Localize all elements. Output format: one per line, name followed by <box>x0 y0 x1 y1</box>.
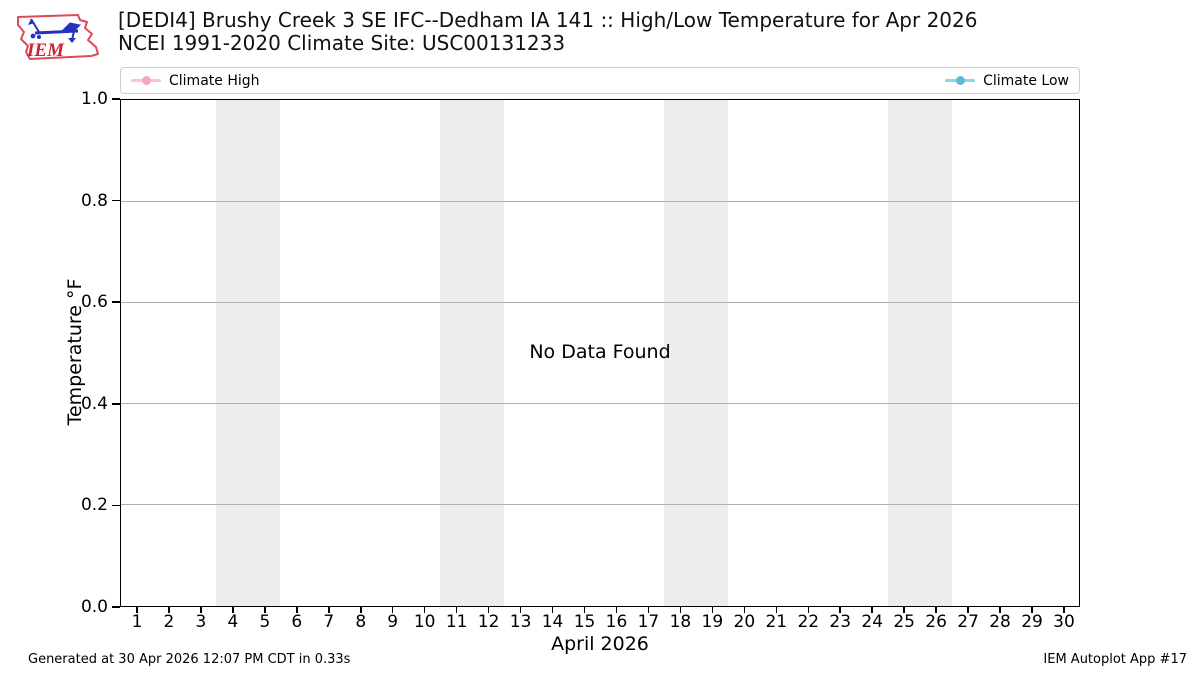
x-tick-label: 11 <box>445 612 468 632</box>
x-tick-mark <box>871 607 873 613</box>
x-tick-label: 20 <box>733 612 756 632</box>
x-tick-label: 3 <box>195 612 207 632</box>
x-tick-mark <box>328 607 330 613</box>
x-tick-mark <box>296 607 298 613</box>
weekend-band <box>887 100 952 606</box>
x-tick-label: 30 <box>1053 612 1075 632</box>
x-tick-mark <box>423 607 426 613</box>
x-tick-label: 19 <box>701 612 724 632</box>
x-tick-mark <box>551 607 554 613</box>
y-tick-label: 0.8 <box>80 190 108 211</box>
y-tick-mark <box>112 606 120 608</box>
legend-item-climate-high: Climate High <box>131 73 260 89</box>
x-tick-label: 7 <box>323 612 335 632</box>
x-tick-label: 5 <box>259 612 271 632</box>
x-tick-mark <box>999 607 1001 613</box>
climate-low-marker-icon <box>945 76 976 86</box>
x-tick-label: 29 <box>1021 612 1043 632</box>
x-tick-label: 22 <box>797 612 820 632</box>
y-tick-label: 0.0 <box>80 597 108 617</box>
y-tick-label: 0.2 <box>80 495 108 516</box>
x-tick-label: 21 <box>765 612 788 632</box>
x-tick-mark <box>1063 607 1065 613</box>
x-tick-label: 18 <box>669 612 692 632</box>
x-tick-mark <box>168 607 170 613</box>
x-tick-mark <box>487 607 490 613</box>
x-tick-label: 23 <box>829 612 852 632</box>
x-tick-label: 13 <box>509 612 532 632</box>
y-tick-mark <box>112 301 120 303</box>
legend-label-climate-low: Climate Low <box>983 72 1069 89</box>
x-tick-mark <box>264 607 266 613</box>
weekend-band <box>216 100 281 606</box>
x-tick-label: 15 <box>573 612 596 632</box>
x-tick-label: 27 <box>957 612 979 632</box>
y-tick-mark <box>112 504 120 507</box>
climate-high-marker-icon <box>131 76 161 86</box>
y-tick-label: 1.0 <box>80 89 108 109</box>
x-tick-label: 14 <box>541 612 564 632</box>
y-tick-mark <box>112 199 120 202</box>
x-tick-mark <box>935 607 937 613</box>
footer-app-text: IEM Autoplot App #17 <box>1043 652 1187 667</box>
x-tick-mark <box>519 607 522 613</box>
x-tick-label: 28 <box>989 612 1011 632</box>
chart-title-block: [DEDI4] Brushy Creek 3 SE IFC--Dedham IA… <box>118 9 1098 55</box>
x-tick-label: 1 <box>131 612 143 632</box>
x-tick-mark <box>903 607 905 613</box>
x-tick-mark <box>647 607 650 613</box>
weekend-band <box>663 100 728 606</box>
y-tick-mark <box>112 403 120 405</box>
weather-vane-icon <box>28 18 82 43</box>
iem-logo: IEM <box>17 14 99 61</box>
x-tick-mark <box>743 607 746 613</box>
legend-label-climate-high: Climate High <box>169 72 260 89</box>
x-tick-mark <box>679 607 682 613</box>
x-tick-mark <box>455 607 458 613</box>
x-tick-mark <box>232 607 234 613</box>
x-tick-label: 6 <box>291 612 303 632</box>
x-tick-label: 10 <box>413 612 436 632</box>
x-tick-mark <box>967 607 969 613</box>
x-tick-label: 4 <box>227 612 239 632</box>
x-tick-label: 12 <box>477 612 500 632</box>
weekend-band <box>440 100 505 606</box>
legend: Climate High Climate Low <box>120 67 1080 94</box>
x-tick-mark <box>839 607 841 613</box>
x-axis-label: April 2026 <box>551 633 649 655</box>
x-tick-mark <box>1031 607 1033 613</box>
x-tick-label: 8 <box>355 612 367 632</box>
plot-area: No Data Found <box>120 99 1080 607</box>
iem-logo-text: IEM <box>26 40 65 61</box>
gridline <box>121 201 1079 202</box>
x-tick-mark <box>583 607 586 613</box>
x-tick-mark <box>391 607 394 613</box>
gridline <box>121 302 1079 303</box>
y-tick-label: 0.6 <box>80 292 108 313</box>
chart-subtitle: NCEI 1991-2020 Climate Site: USC00131233 <box>118 31 566 55</box>
x-tick-mark <box>360 607 362 613</box>
x-tick-label: 26 <box>925 612 947 632</box>
x-tick-label: 17 <box>637 612 660 632</box>
x-tick-label: 24 <box>861 612 884 632</box>
x-tick-mark <box>711 607 714 613</box>
x-tick-label: 2 <box>163 612 175 632</box>
no-data-message: No Data Found <box>529 340 671 363</box>
x-tick-mark <box>807 607 810 613</box>
gridline <box>121 504 1079 505</box>
chart-title: [DEDI4] Brushy Creek 3 SE IFC--Dedham IA… <box>118 8 978 32</box>
y-tick-label: 0.4 <box>80 393 108 414</box>
footer-generated-text: Generated at 30 Apr 2026 12:07 PM CDT in… <box>28 652 351 667</box>
x-tick-mark <box>200 607 202 613</box>
x-tick-label: 25 <box>893 612 915 632</box>
x-tick-label: 9 <box>387 612 399 632</box>
x-tick-mark <box>775 607 778 613</box>
x-tick-mark <box>136 607 138 613</box>
gridline <box>121 403 1079 404</box>
x-tick-label: 16 <box>605 612 628 632</box>
legend-item-climate-low: Climate Low <box>945 73 1069 89</box>
x-tick-mark <box>615 607 618 613</box>
y-tick-mark <box>112 98 120 100</box>
